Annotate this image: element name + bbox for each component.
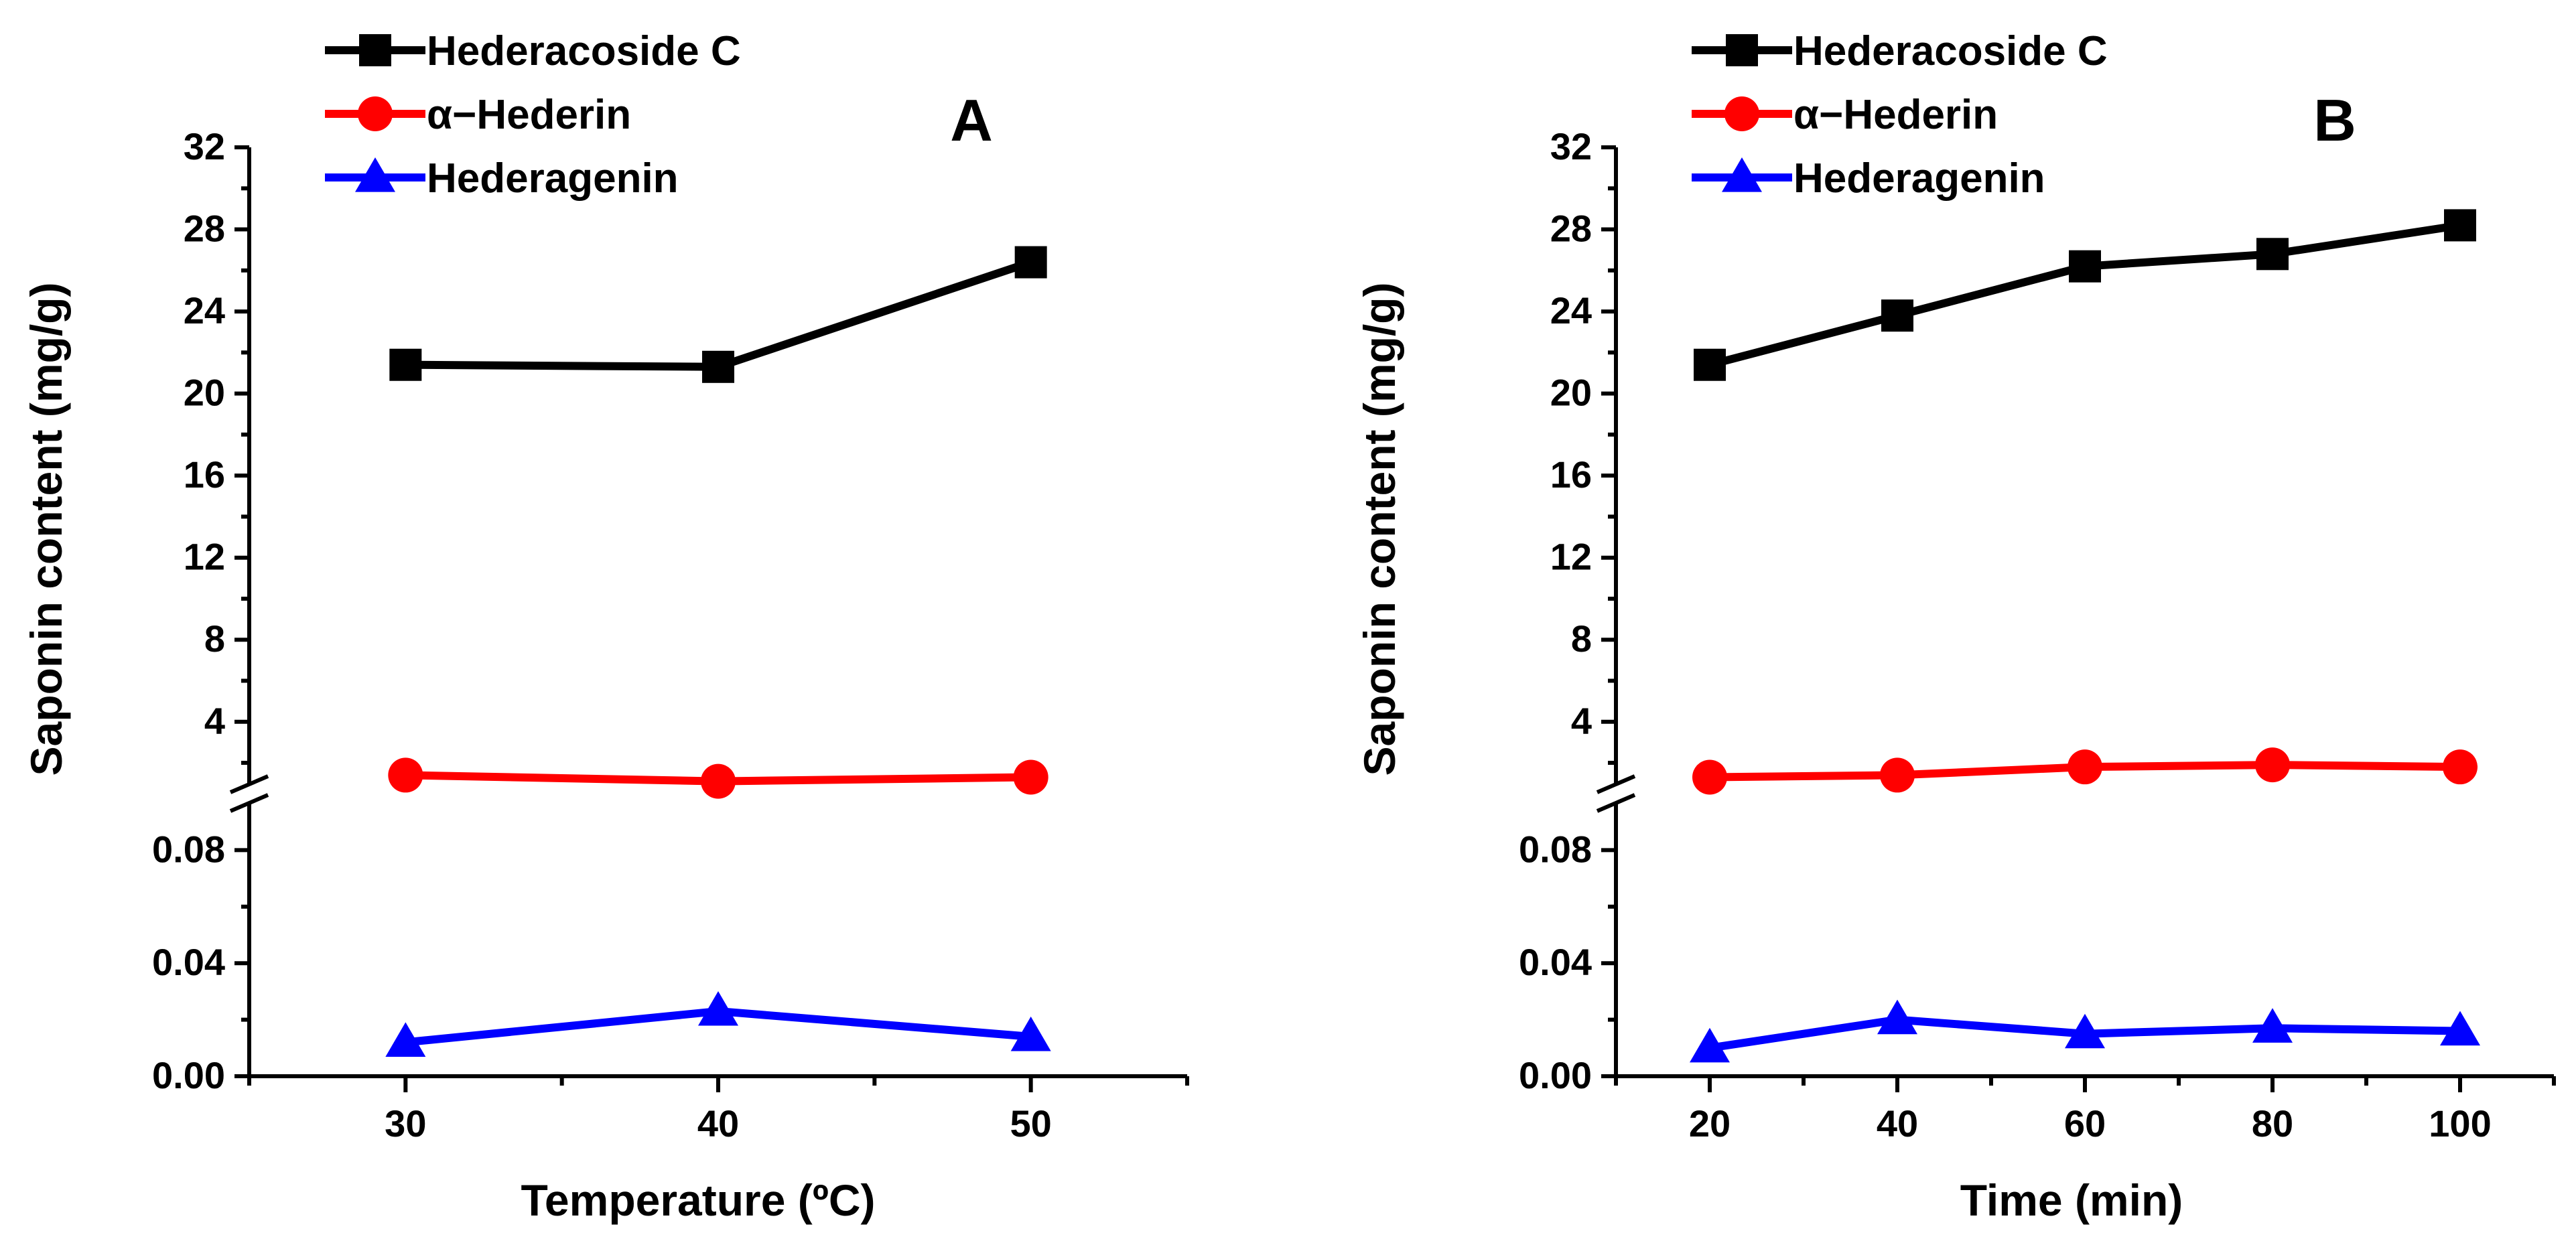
marker-circle (1724, 96, 1759, 131)
chart-panel-b: 4 8 12 16 20 24 28 32 0.00 0.04 0.08 20 40 60 80 100 Tim… (1355, 28, 2556, 1225)
legend: Hederacoside C α−Hederin Hederagenin (1692, 28, 2108, 202)
marker-triangle (2065, 1013, 2105, 1049)
y-tick-label: 12 (184, 536, 225, 578)
marker-square (389, 348, 422, 381)
legend-label: Hederacoside C (427, 28, 741, 74)
x-tick-label: 50 (1010, 1102, 1052, 1145)
y-tick-label: 20 (1550, 372, 1592, 414)
chart-panel-a: 4 8 12 16 20 24 28 32 0.00 0.04 0.08 30 40 50 Temperat… (21, 28, 1189, 1225)
y-axis-label: Saponin content (mg/g) (1355, 283, 1404, 776)
x-tick-label: 30 (385, 1102, 426, 1145)
y-axis-break-mark (1596, 793, 1636, 813)
series-line (1708, 221, 2461, 369)
x-tick-label: 20 (1689, 1102, 1731, 1145)
y-tick-label: 0.00 (1519, 1054, 1592, 1096)
marker-square (2069, 250, 2101, 283)
series-2 (385, 991, 1051, 1057)
y-tick-label: 16 (1550, 453, 1592, 496)
marker-triangle (385, 1022, 426, 1057)
marker-square (1014, 246, 1047, 279)
marker-square (2256, 238, 2289, 271)
y-tick-label: 4 (204, 700, 225, 742)
y-axis-break-mark (1596, 774, 1636, 794)
y-tick-label: 8 (204, 617, 225, 660)
y-tick-label: 20 (184, 372, 225, 414)
marker-triangle (698, 991, 738, 1026)
marker-square (1694, 348, 1726, 381)
y-tick-label: 0.00 (152, 1054, 225, 1096)
marker-square (2444, 209, 2476, 242)
marker-circle (2067, 749, 2102, 785)
marker-circle (1880, 757, 1915, 793)
y-tick-label: 32 (184, 125, 225, 167)
y-axis-label: Saponin content (mg/g) (21, 283, 71, 776)
y-tick-label: 0.08 (152, 828, 225, 870)
y-tick-label: 0.08 (1519, 828, 1592, 870)
y-axis-break-mark (229, 793, 269, 813)
legend-label: α−Hederin (1793, 92, 1998, 138)
series-1 (1692, 747, 2478, 795)
marker-triangle (1877, 999, 1917, 1035)
y-tick-label: 8 (1571, 617, 1592, 660)
marker-circle (358, 96, 393, 131)
x-axis-label: Time (min) (1960, 1175, 2183, 1225)
marker-triangle (1010, 1016, 1051, 1051)
x-tick-label: 60 (2064, 1102, 2106, 1145)
legend-label: Hederagenin (1793, 155, 2045, 202)
x-tick-label: 80 (2252, 1102, 2293, 1145)
y-axis-break-mark (229, 774, 269, 794)
marker-circle (1692, 759, 1727, 795)
marker-circle (1013, 759, 1048, 795)
marker-circle (2255, 747, 2290, 783)
marker-square (1726, 34, 1758, 66)
y-tick-label: 0.04 (1519, 941, 1592, 983)
panel-label: A (950, 87, 993, 153)
x-tick-label: 40 (1877, 1102, 1918, 1145)
y-tick-label: 32 (1550, 125, 1592, 167)
y-tick-label: 16 (184, 453, 225, 496)
marker-square (359, 34, 391, 66)
legend-label: Hederagenin (427, 155, 679, 202)
y-tick-label: 28 (1550, 208, 1592, 250)
y-tick-label: 24 (1550, 289, 1592, 332)
marker-square (702, 350, 734, 383)
y-tick-label: 12 (1550, 536, 1592, 578)
legend: Hederacoside C α−Hederin Hederagenin (325, 28, 741, 202)
x-tick-label: 100 (2429, 1102, 2491, 1145)
legend-label: α−Hederin (427, 92, 631, 138)
marker-circle (2443, 749, 2478, 785)
x-axis-label: Temperature (ºC) (521, 1175, 876, 1225)
y-tick-label: 0.04 (152, 941, 225, 983)
series-1 (388, 757, 1048, 799)
x-tick-label: 40 (697, 1102, 739, 1145)
marker-triangle (1722, 157, 1762, 192)
y-tick-label: 28 (184, 208, 225, 250)
marker-triangle (2252, 1008, 2293, 1043)
marker-circle (701, 763, 736, 799)
panel-label: B (2313, 87, 2356, 153)
marker-triangle (1690, 1027, 1730, 1063)
marker-triangle (355, 157, 395, 192)
marker-square (1881, 299, 1913, 332)
y-tick-label: 4 (1571, 700, 1592, 742)
series-0 (389, 246, 1047, 383)
y-tick-label: 24 (184, 289, 225, 332)
series-0 (1694, 209, 2476, 381)
legend-label: Hederacoside C (1793, 28, 2108, 74)
series-2 (1690, 999, 2480, 1063)
marker-triangle (2440, 1011, 2480, 1046)
marker-circle (388, 757, 423, 793)
